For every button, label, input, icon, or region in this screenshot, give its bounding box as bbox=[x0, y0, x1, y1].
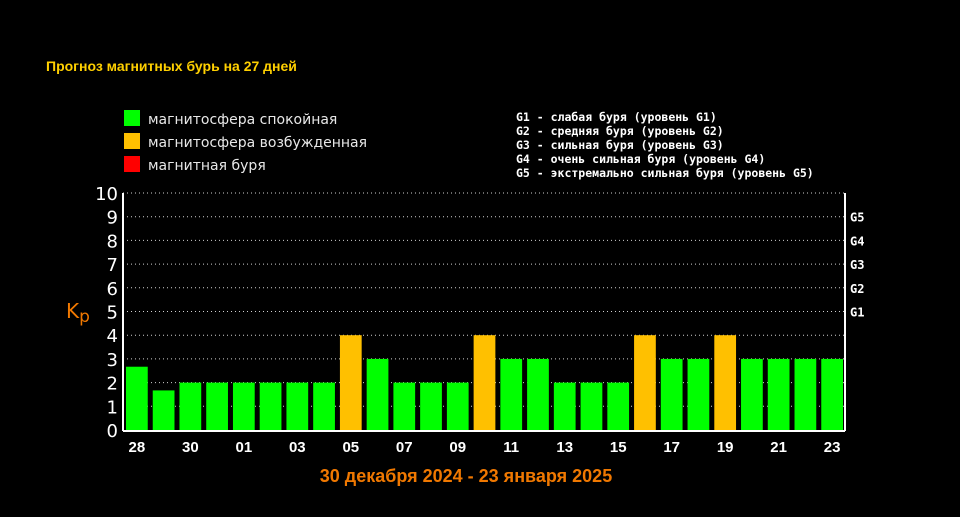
legend-label-excited: магнитосфера возбужденная bbox=[148, 135, 367, 151]
y-tick-8: 8 bbox=[107, 231, 118, 252]
g-tick-g3: G3 bbox=[850, 258, 864, 272]
g-tick-labels: G1 G2 G3 G4 G5 bbox=[850, 211, 864, 320]
bar-12 bbox=[446, 382, 469, 430]
bar-13 bbox=[473, 335, 496, 430]
bar-10 bbox=[393, 382, 416, 430]
bar-16 bbox=[553, 382, 576, 430]
bar-22 bbox=[714, 335, 737, 430]
g-tick-g5: G5 bbox=[850, 211, 864, 225]
y-tick-1: 1 bbox=[107, 397, 118, 418]
g-tick-g4: G4 bbox=[850, 234, 864, 248]
bar-26 bbox=[821, 358, 843, 430]
bar-6 bbox=[286, 382, 309, 430]
y-tick-9: 9 bbox=[107, 208, 118, 229]
storm-level-g1: G1 - слабая буря (уровень G1) bbox=[516, 110, 717, 124]
x-tick-13: 13 bbox=[556, 439, 573, 456]
x-tick-21: 21 bbox=[770, 439, 787, 456]
bar-8 bbox=[339, 335, 362, 430]
legend: магнитосфера спокойная магнитосфера возб… bbox=[124, 110, 367, 174]
axes bbox=[122, 193, 846, 432]
x-axis-label: 30 декабря 2024 - 23 января 2025 bbox=[320, 466, 612, 486]
bar-15 bbox=[527, 358, 549, 430]
y-tick-7: 7 bbox=[107, 255, 118, 276]
storm-level-g3: G3 - сильная буря (уровень G3) bbox=[516, 138, 724, 152]
bars bbox=[126, 335, 843, 430]
bar-5 bbox=[259, 382, 282, 430]
x-tick-28: 28 bbox=[129, 439, 146, 456]
y-tick-6: 6 bbox=[107, 279, 118, 300]
bar-20 bbox=[660, 358, 683, 430]
y-axis-label: Kp bbox=[66, 299, 90, 327]
bar-3 bbox=[206, 382, 228, 430]
x-tick-09: 09 bbox=[449, 439, 466, 456]
y-tick-4: 4 bbox=[107, 326, 118, 347]
x-tick-07: 07 bbox=[396, 439, 413, 456]
chart-title: Прогноз магнитных бурь на 27 дней bbox=[46, 58, 297, 74]
bar-23 bbox=[741, 358, 763, 430]
g-tick-g1: G1 bbox=[850, 306, 864, 320]
x-tick-05: 05 bbox=[342, 439, 359, 456]
bar-25 bbox=[794, 358, 817, 430]
bar-0 bbox=[126, 366, 148, 430]
y-tick-3: 3 bbox=[107, 350, 118, 371]
x-tick-19: 19 bbox=[717, 439, 734, 456]
y-tick-2: 2 bbox=[107, 374, 118, 395]
y-tick-0: 0 bbox=[107, 421, 118, 442]
bar-2 bbox=[179, 382, 202, 430]
bar-9 bbox=[366, 358, 389, 430]
storm-level-g5: G5 - экстремально сильная буря (уровень … bbox=[516, 166, 814, 180]
legend-label-calm: магнитосфера спокойная bbox=[148, 112, 337, 128]
storm-level-legend: G1 - слабая буря (уровень G1) G2 - средн… bbox=[516, 110, 814, 180]
y-tick-10: 10 bbox=[95, 184, 118, 205]
bar-17 bbox=[580, 382, 603, 430]
x-tick-15: 15 bbox=[610, 439, 627, 456]
x-tick-labels: 28 30 01 03 05 07 09 11 13 15 17 19 21 23 bbox=[129, 439, 841, 456]
bar-24 bbox=[767, 358, 790, 430]
bar-4 bbox=[232, 382, 255, 430]
x-tick-03: 03 bbox=[289, 439, 306, 456]
legend-swatch-calm bbox=[124, 110, 140, 126]
bar-11 bbox=[420, 382, 442, 430]
storm-level-g2: G2 - средняя буря (уровень G2) bbox=[516, 124, 724, 138]
y-tick-5: 5 bbox=[107, 303, 118, 324]
legend-label-storm: магнитная буря bbox=[148, 158, 266, 174]
x-tick-30: 30 bbox=[182, 439, 199, 456]
x-tick-11: 11 bbox=[503, 439, 519, 456]
bar-19 bbox=[634, 335, 656, 430]
x-tick-17: 17 bbox=[663, 439, 680, 456]
bar-18 bbox=[607, 382, 630, 430]
bar-21 bbox=[687, 358, 710, 430]
bar-7 bbox=[313, 382, 335, 430]
bar-1 bbox=[152, 390, 175, 430]
bar-14 bbox=[500, 358, 523, 430]
legend-swatch-excited bbox=[124, 133, 140, 149]
legend-swatch-storm bbox=[124, 156, 140, 172]
storm-level-g4: G4 - очень сильная буря (уровень G4) bbox=[516, 152, 765, 166]
x-tick-01: 01 bbox=[235, 439, 252, 456]
g-tick-g2: G2 bbox=[850, 282, 864, 296]
x-tick-23: 23 bbox=[824, 439, 841, 456]
